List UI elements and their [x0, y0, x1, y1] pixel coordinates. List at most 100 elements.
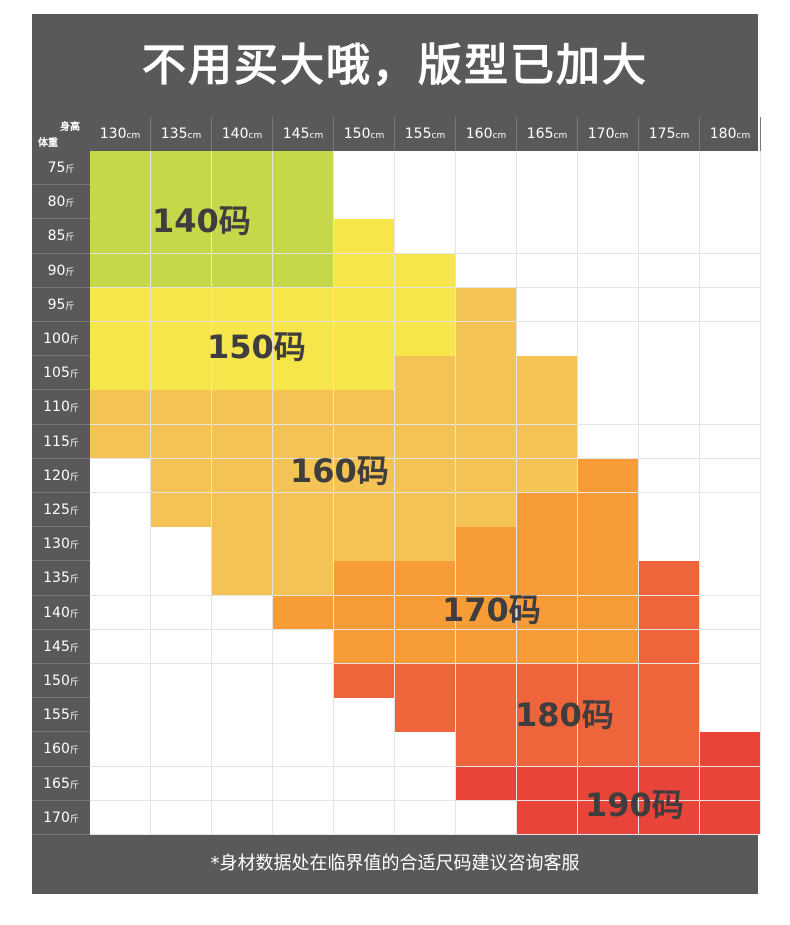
size-cell-160码 [90, 390, 151, 426]
size-cell-190码 [700, 732, 761, 768]
empty-cell [90, 527, 151, 562]
empty-cell [639, 424, 700, 460]
size-cell-150码 [334, 322, 395, 357]
size-cell-190码 [700, 800, 761, 836]
height-header-130: 130cm [90, 117, 151, 151]
size-cell-150码 [395, 253, 456, 289]
empty-cell [151, 800, 212, 836]
size-cell-160码 [334, 424, 395, 460]
weight-header-155: 155斤 [32, 698, 90, 733]
empty-cell [578, 322, 639, 357]
size-cell-180码 [456, 698, 517, 733]
size-label-140码: 140码 [152, 202, 251, 240]
empty-cell [578, 219, 639, 255]
empty-cell [151, 732, 212, 768]
size-cell-180码 [639, 732, 700, 768]
size-cell-170码 [334, 561, 395, 597]
size-cell-180码 [578, 732, 639, 768]
empty-cell [273, 698, 334, 733]
empty-cell [90, 732, 151, 768]
height-header-150: 150cm [334, 117, 395, 151]
empty-cell [456, 253, 517, 289]
size-cell-170码 [334, 595, 395, 631]
size-cell-140码 [151, 253, 212, 289]
empty-cell [700, 664, 761, 699]
size-cell-170码 [456, 595, 517, 631]
size-cell-140码 [151, 219, 212, 255]
size-cell-160码 [212, 561, 273, 597]
size-cell-160码 [395, 493, 456, 528]
size-cell-150码 [395, 287, 456, 323]
height-header-180: 180cm [700, 117, 761, 151]
empty-cell [395, 185, 456, 220]
size-cell-140码 [90, 219, 151, 255]
height-header-155: 155cm [395, 117, 456, 151]
weight-header-140: 140斤 [32, 596, 90, 630]
height-header-175: 175cm [639, 117, 700, 151]
height-header-165: 165cm [517, 117, 578, 151]
size-cell-140码 [273, 253, 334, 289]
empty-cell [700, 629, 761, 665]
size-cell-150码 [151, 287, 212, 323]
height-header-135: 135cm [151, 117, 212, 151]
empty-cell [639, 185, 700, 220]
size-cell-150码 [151, 322, 212, 357]
size-cell-160码 [517, 458, 578, 494]
empty-cell [273, 766, 334, 802]
weight-axis-label: 体重 [38, 138, 58, 149]
empty-cell [700, 698, 761, 733]
size-cell-160码 [395, 356, 456, 391]
size-label-190码: 190码 [585, 786, 684, 824]
size-cell-170码 [517, 561, 578, 597]
empty-cell [700, 356, 761, 391]
empty-cell [212, 766, 273, 802]
size-cell-190码 [700, 766, 761, 802]
size-cell-180码 [639, 698, 700, 733]
empty-cell [334, 766, 395, 802]
size-cell-160码 [395, 424, 456, 460]
empty-cell [212, 732, 273, 768]
empty-cell [395, 766, 456, 802]
size-cell-190码 [639, 766, 700, 802]
size-cell-160码 [273, 493, 334, 528]
size-cell-150码 [90, 287, 151, 323]
empty-cell [700, 561, 761, 597]
size-cell-160码 [151, 424, 212, 460]
empty-cell [700, 253, 761, 289]
height-header-145: 145cm [273, 117, 334, 151]
size-cell-170码 [273, 595, 334, 631]
empty-cell [151, 698, 212, 733]
weight-header-80: 80斤 [32, 185, 90, 220]
empty-cell [456, 185, 517, 220]
empty-cell [334, 698, 395, 733]
height-header-140: 140cm [212, 117, 273, 151]
empty-cell [90, 561, 151, 597]
height-header-170: 170cm [578, 117, 639, 151]
size-cell-170码 [334, 629, 395, 665]
size-cell-140码 [212, 151, 273, 186]
size-cell-160码 [212, 527, 273, 562]
empty-cell [700, 390, 761, 426]
size-cell-150码 [334, 287, 395, 323]
size-cell-160码 [456, 287, 517, 323]
size-cell-180码 [578, 698, 639, 733]
size-cell-140码 [273, 151, 334, 186]
size-cell-180码 [517, 664, 578, 699]
empty-cell [395, 151, 456, 186]
size-cell-140码 [151, 151, 212, 186]
empty-cell [578, 253, 639, 289]
weight-header-85: 85斤 [32, 219, 90, 254]
empty-cell [273, 664, 334, 699]
size-label-180码: 180码 [515, 696, 614, 734]
empty-cell [334, 732, 395, 768]
empty-cell [90, 493, 151, 528]
empty-cell [90, 664, 151, 699]
size-cell-150码 [90, 356, 151, 391]
size-cell-180码 [456, 664, 517, 699]
empty-cell [517, 219, 578, 255]
size-cell-160码 [456, 424, 517, 460]
size-cell-180码 [639, 629, 700, 665]
weight-header-90: 90斤 [32, 254, 90, 288]
empty-cell [700, 322, 761, 357]
size-cell-160码 [456, 390, 517, 426]
